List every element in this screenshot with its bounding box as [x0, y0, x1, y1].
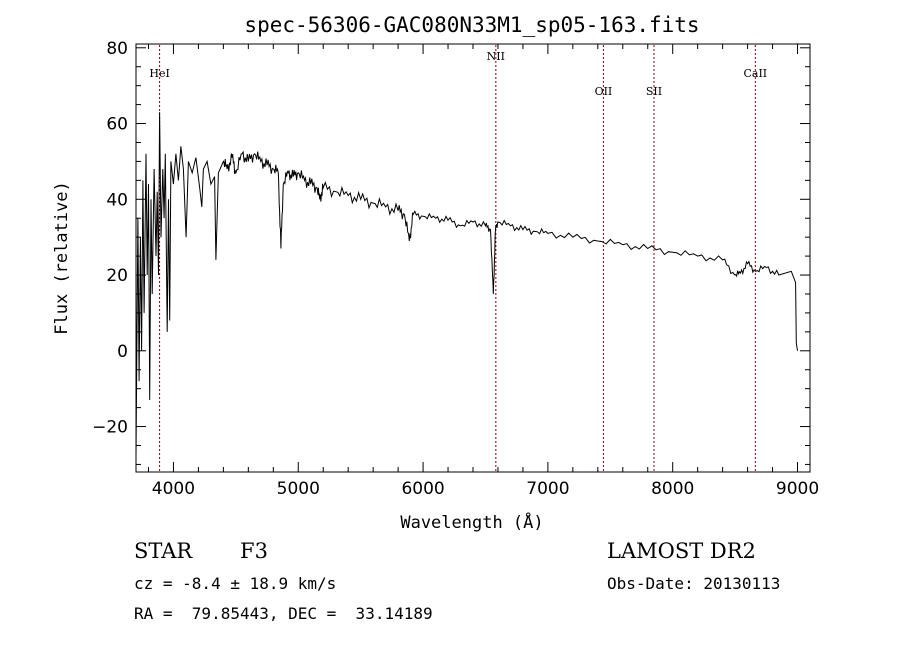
y-tick-label: 60	[106, 115, 128, 135]
y-axis-label: Flux (relative)	[52, 181, 72, 335]
y-tick-label: 40	[106, 190, 128, 210]
y-tick-label: 80	[106, 39, 128, 59]
spectrum-line	[135, 112, 798, 457]
y-tick-label: 0	[117, 342, 128, 362]
line-marker-label: HeI	[149, 67, 169, 80]
x-tick-label: 8000	[651, 479, 694, 499]
x-tick-label: 7000	[526, 479, 569, 499]
y-tick-label: 20	[106, 266, 128, 286]
obs-date: Obs-Date: 20130113	[607, 574, 781, 593]
emission-line-markers: HeI NII OII SII CaII	[149, 45, 767, 471]
y-tick-label: −20	[92, 418, 128, 438]
chart-title: spec-56306-GAC080N33M1_sp05-163.fits	[244, 13, 699, 37]
survey-label: LAMOST DR2	[607, 539, 756, 563]
line-marker-label: SII	[646, 85, 662, 98]
x-axis-label: Wavelength (Å)	[400, 511, 543, 533]
line-marker-label: OII	[595, 85, 613, 98]
x-tick-label: 5000	[277, 479, 320, 499]
object-subclass: F3	[240, 539, 268, 563]
line-marker-label: NII	[487, 50, 505, 63]
axis-ticks: 4000 5000 6000 7000 8000 9000 −20 0 20 40 60 80	[92, 39, 819, 499]
line-marker-label: CaII	[743, 67, 767, 80]
x-tick-label: 4000	[152, 479, 195, 499]
coordinates: RA = 79.85443, DEC = 33.14189	[134, 604, 433, 623]
object-class: STAR	[134, 539, 193, 563]
plot-frame	[135, 43, 811, 473]
x-tick-label: 6000	[401, 479, 444, 499]
x-tick-label: 9000	[776, 479, 819, 499]
redshift-info: cz = -8.4 ± 18.9 km/s	[134, 574, 337, 593]
